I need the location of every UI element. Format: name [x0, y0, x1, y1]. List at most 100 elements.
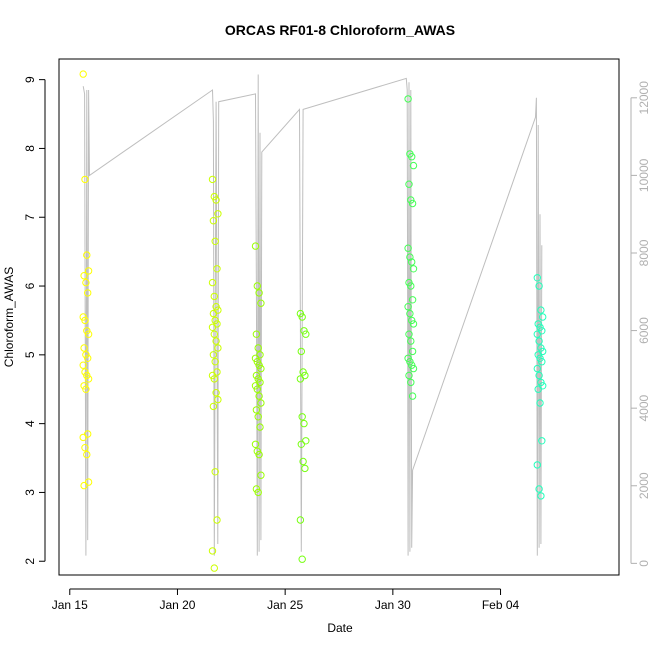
data-point-rf03: [253, 385, 261, 393]
y-tick-label: 6: [23, 282, 37, 289]
data-point-rf02: [210, 292, 219, 301]
data-point-rf02: [213, 368, 221, 376]
data-point-rf06: [408, 316, 416, 325]
data-point-rf02: [210, 564, 219, 572]
data-point-rf04: [298, 555, 306, 563]
data-point-rf03: [254, 344, 262, 352]
data-point-rf01: [79, 70, 87, 78]
data-point-rf02: [209, 217, 218, 225]
y2-tick-label: 2000: [637, 472, 650, 499]
data-point-rf02: [209, 351, 218, 359]
data-point-rf02: [214, 306, 222, 314]
data-point-rf03: [255, 289, 263, 297]
data-point-rf02: [209, 309, 218, 318]
data-point-rf01: [80, 272, 88, 280]
data-point-rf08: [537, 306, 545, 314]
data-point-rf03: [257, 471, 265, 479]
data-point-rf06: [404, 244, 412, 252]
data-point-rf02: [212, 389, 220, 397]
data-point-rf01: [84, 354, 92, 362]
data-point-rf01: [81, 444, 89, 452]
data-point-rf03: [254, 375, 262, 383]
data-point-rf01: [80, 481, 88, 490]
data-point-rf06: [407, 282, 415, 290]
data-point-rf08: [533, 330, 541, 338]
data-point-rf02: [214, 395, 222, 404]
data-points: [79, 70, 547, 572]
data-point-rf08: [535, 371, 543, 380]
data-point-rf08: [534, 351, 542, 359]
data-point-rf08: [535, 337, 543, 345]
data-point-rf01: [81, 175, 89, 184]
data-point-rf02: [208, 175, 217, 184]
data-point-rf01: [79, 433, 87, 442]
data-point-rf04: [296, 375, 305, 383]
data-point-rf06: [407, 378, 415, 387]
data-point-rf03: [253, 358, 261, 366]
data-point-rf04: [302, 437, 310, 445]
data-point-rf06: [408, 347, 417, 356]
data-point-rf02: [213, 516, 221, 524]
y2-tick-label: 8000: [637, 239, 650, 266]
data-point-rf03: [257, 299, 265, 307]
data-point-rf08: [533, 364, 541, 373]
data-point-rf08: [538, 437, 546, 445]
data-point-rf03: [251, 440, 260, 448]
data-point-rf08: [533, 274, 541, 282]
x-tick-label: Feb 04: [482, 598, 520, 612]
data-point-rf06: [409, 320, 418, 328]
data-point-rf01: [84, 478, 93, 486]
data-point-rf06: [405, 180, 413, 188]
x-axis-title: Date: [327, 621, 353, 635]
data-point-rf08: [535, 485, 543, 493]
data-point-rf03: [257, 364, 265, 373]
data-point-rf06: [407, 337, 415, 345]
data-point-rf08: [536, 323, 544, 331]
data-point-rf02: [214, 344, 222, 352]
data-point-rf01: [82, 385, 90, 393]
data-point-rf04: [296, 516, 305, 524]
data-point-rf04: [302, 330, 310, 338]
data-point-rf06: [408, 153, 416, 161]
data-point-rf06: [409, 161, 418, 170]
y2-tick-label: 4000: [637, 395, 650, 422]
x-tick-label: Jan 30: [375, 598, 411, 612]
data-point-rf02: [209, 402, 218, 411]
data-point-rf02: [211, 358, 219, 366]
data-point-rf03: [255, 450, 263, 459]
x-tick-label: Jan 20: [159, 598, 195, 612]
data-point-rf01: [82, 351, 90, 359]
data-point-rf02: [208, 278, 217, 287]
data-point-rf02: [210, 375, 219, 383]
y-tick-label: 9: [23, 76, 37, 83]
data-point-rf04: [300, 419, 308, 428]
y2-tick-label: 6000: [637, 317, 650, 344]
altitude-polyline: [82, 74, 543, 556]
data-point-rf08: [539, 313, 547, 321]
data-point-rf03: [252, 330, 261, 338]
y-tick-label: 3: [23, 489, 37, 496]
data-point-rf04: [298, 413, 306, 421]
data-point-rf06: [408, 258, 416, 266]
data-point-rf02: [212, 196, 220, 204]
data-point-rf02: [211, 316, 219, 325]
data-point-rf04: [301, 464, 309, 473]
data-point-rf02: [214, 210, 222, 218]
data-point-rf02: [213, 265, 221, 273]
data-point-rf01: [80, 344, 88, 352]
data-point-rf04: [297, 347, 305, 356]
x-tick-label: Jan 25: [267, 598, 303, 612]
data-point-rf08: [535, 282, 543, 290]
x-tick-label: Jan 15: [52, 598, 88, 612]
data-point-rf03: [255, 392, 263, 400]
data-point-rf03: [252, 406, 261, 414]
plot-frame: [58, 58, 620, 576]
data-point-rf08: [534, 385, 542, 393]
data-point-rf06: [408, 199, 417, 208]
data-point-rf03: [256, 351, 264, 359]
data-point-rf06: [406, 253, 414, 261]
y2-tick-label: 0: [637, 560, 650, 567]
data-point-rf01: [83, 450, 91, 459]
data-point-rf06: [405, 330, 413, 338]
